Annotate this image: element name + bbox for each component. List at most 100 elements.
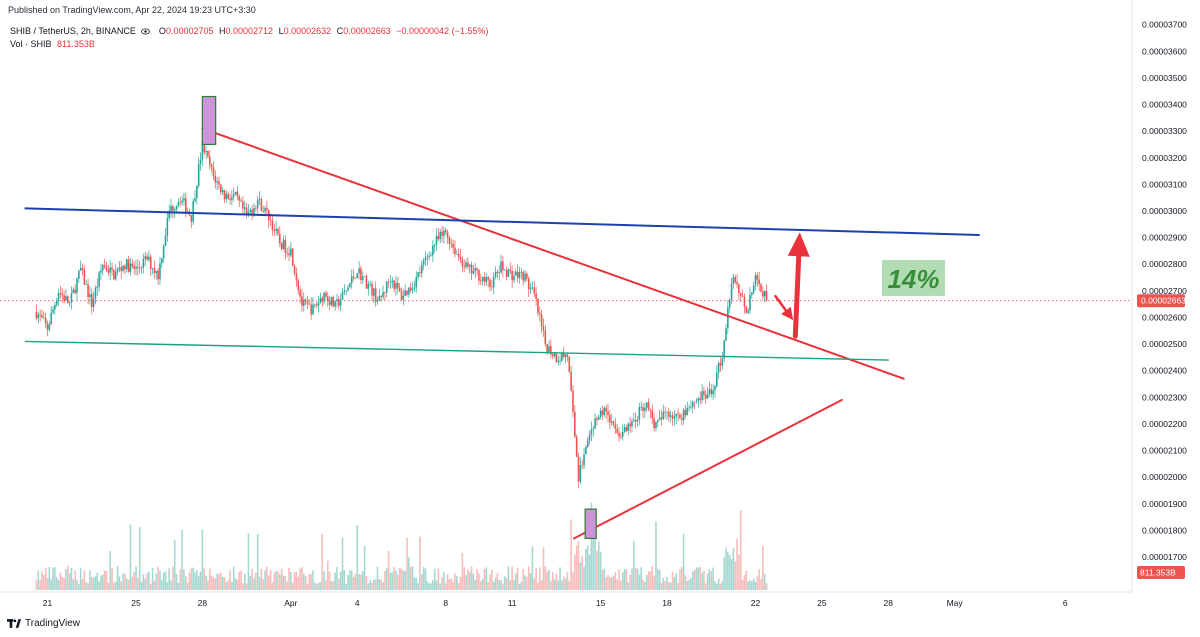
candle-body xyxy=(334,301,336,307)
volume-bar xyxy=(749,580,751,590)
close-label: C xyxy=(336,26,344,36)
candle-body xyxy=(312,304,314,315)
volume-bar xyxy=(179,569,182,590)
open-label: O xyxy=(158,26,166,36)
candle-body xyxy=(76,278,78,293)
volume-bar xyxy=(441,577,443,590)
time-axis[interactable]: 21 25 28 Apr 4 8 11 15 18 22 25 28 May 6 xyxy=(0,591,1132,608)
candle-body xyxy=(317,302,320,306)
candle-body xyxy=(114,271,117,280)
candle-body xyxy=(540,314,543,327)
volume-bar xyxy=(35,580,38,590)
volume-bar xyxy=(208,568,211,590)
volume-bar xyxy=(299,568,301,590)
volume-bar xyxy=(220,572,222,590)
candle-body xyxy=(382,292,384,298)
candle-body xyxy=(251,209,253,214)
volume-bar xyxy=(124,573,126,590)
candle-body xyxy=(98,272,100,287)
volume-bar xyxy=(715,583,718,590)
volume-bar xyxy=(133,572,135,590)
volume-bar xyxy=(398,568,401,590)
candle-body xyxy=(50,312,52,325)
volume-bar xyxy=(581,556,583,590)
volume-bar xyxy=(65,569,67,590)
candle-body xyxy=(422,260,425,265)
time-tick-label: Apr xyxy=(284,598,297,608)
candle-body xyxy=(765,291,768,301)
volume-bar xyxy=(271,582,274,590)
candle-body xyxy=(161,258,163,264)
candle-body xyxy=(664,411,666,413)
candle-body xyxy=(633,420,635,422)
candle-body xyxy=(216,181,218,183)
candle-body xyxy=(369,283,371,285)
candle-body xyxy=(301,296,303,306)
volume-bar xyxy=(360,574,362,590)
eye-icon[interactable] xyxy=(141,28,151,35)
volume-bar xyxy=(682,533,685,590)
volume-bar xyxy=(494,577,497,590)
price-axis[interactable]: 0.00003700 0.00003600 0.00003500 0.00003400… xyxy=(1131,0,1187,592)
candle-body xyxy=(223,190,226,200)
price-tick-label: 0.00002800 xyxy=(1142,259,1187,269)
candle-body xyxy=(210,164,213,168)
candle-body xyxy=(553,353,556,357)
volume-bar xyxy=(537,582,539,590)
candle-body xyxy=(142,258,145,268)
footer-brand[interactable]: TradingView xyxy=(7,618,80,629)
time-tick-label: 28 xyxy=(198,598,208,608)
volume-bar xyxy=(664,581,666,590)
candle-body xyxy=(636,419,639,422)
arrow-shaft xyxy=(792,253,802,339)
volume-bar xyxy=(363,545,366,590)
time-tick-label: 25 xyxy=(131,598,141,608)
volume-bar xyxy=(548,569,550,590)
volume-bar xyxy=(605,577,607,590)
candle-body xyxy=(168,210,170,219)
volume-bar xyxy=(201,529,204,590)
volume-bar xyxy=(44,567,47,590)
candle-body xyxy=(378,296,381,301)
candle-body xyxy=(328,301,331,305)
volume-bar xyxy=(151,567,154,590)
candle-body xyxy=(760,284,762,292)
candle-body xyxy=(703,391,705,395)
volume-bar xyxy=(334,572,336,590)
candle-body xyxy=(533,287,536,294)
volume-bar xyxy=(290,571,292,590)
volume-bar xyxy=(161,579,163,590)
candle-body xyxy=(277,228,279,234)
candle-body xyxy=(78,270,80,279)
candle-body xyxy=(509,269,512,272)
annotation-arrows xyxy=(774,232,810,339)
candle-body xyxy=(452,243,454,248)
volume-bar xyxy=(129,524,132,590)
volume-bar xyxy=(255,572,257,590)
volume-bar xyxy=(188,572,191,590)
candle-body xyxy=(264,207,266,212)
candle-body xyxy=(72,289,75,294)
volume-bar xyxy=(610,577,613,590)
candle-body xyxy=(325,292,327,297)
volume-bar xyxy=(594,534,596,590)
published-note: Published on TradingView.com, Apr 22, 20… xyxy=(8,5,256,15)
volume-bar xyxy=(452,582,454,590)
volume-bar xyxy=(538,567,541,590)
time-tick-label: 4 xyxy=(355,598,360,608)
candle-body xyxy=(673,416,676,419)
volume-bar xyxy=(61,576,64,590)
volume-row: Vol · SHIB 811.353B xyxy=(10,38,488,51)
candle-body xyxy=(102,264,104,271)
candle-body xyxy=(450,243,453,245)
candle-body xyxy=(81,267,84,270)
candle-body xyxy=(763,291,766,297)
candle-body xyxy=(404,290,406,297)
candle-body xyxy=(520,271,523,273)
volume-bar xyxy=(535,567,537,590)
volume-bar xyxy=(590,502,593,590)
volume-bar xyxy=(762,546,764,590)
volume-bar xyxy=(603,568,606,590)
candle-body xyxy=(441,231,443,236)
